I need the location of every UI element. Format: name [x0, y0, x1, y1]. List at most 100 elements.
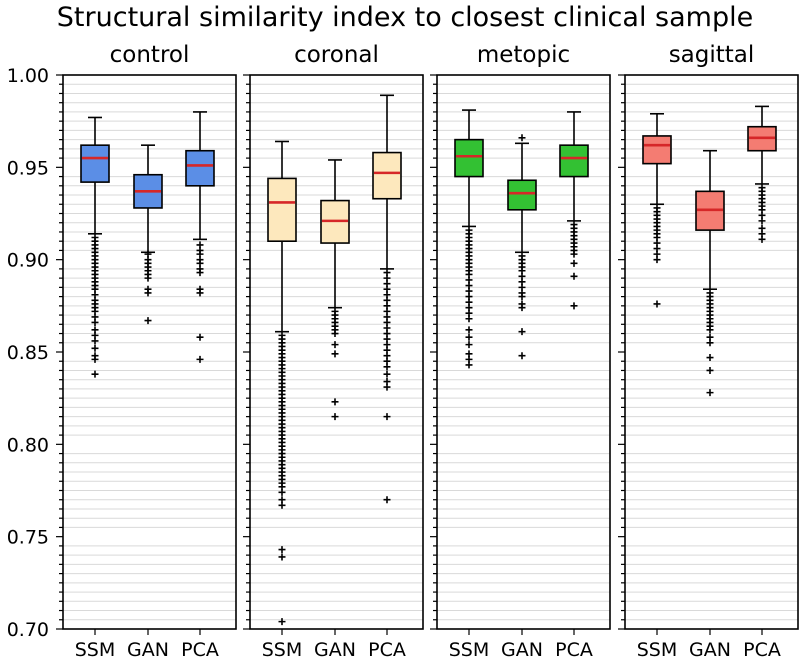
y-tick-label: 0.80	[7, 434, 49, 456]
x-tick-label: GAN	[314, 639, 356, 661]
outlier-point	[331, 398, 339, 406]
iqr-box	[507, 179, 537, 211]
y-tick-label: 1.00	[7, 65, 49, 87]
panel-title: control	[110, 42, 190, 68]
outlier-point	[91, 370, 99, 378]
box-sagittal-SSM	[642, 112, 672, 308]
outlier-point	[383, 370, 391, 378]
iqr-box	[372, 151, 402, 200]
outlier-point	[196, 289, 204, 297]
box-control-GAN	[133, 144, 163, 325]
panel-title: sagittal	[669, 42, 755, 68]
panel-coronal: coronal SSM GAN PCA	[243, 42, 424, 661]
outlier-point	[465, 333, 473, 341]
box-control-SSM	[80, 116, 110, 378]
outlier-point	[653, 300, 661, 308]
y-tick-label: 0.95	[7, 157, 49, 179]
y-tick-label: 0.90	[7, 250, 49, 272]
outlier-point	[706, 366, 714, 374]
outlier-point	[706, 354, 714, 362]
chart-title: Structural similarity index to closest c…	[57, 2, 753, 33]
outlier-point	[518, 304, 526, 312]
panels: 0.70 0.75 0.80 0.85 0.90 0.95 1.00 control SSM GA…	[7, 42, 799, 661]
box-sagittal-PCA	[747, 105, 777, 243]
iqr-box	[267, 177, 297, 242]
outlier-point	[465, 341, 473, 349]
outlier-point	[278, 488, 286, 496]
box-control-PCA	[185, 111, 215, 363]
iqr-box	[454, 138, 484, 178]
y-tick-label: 0.85	[7, 342, 49, 364]
box-coronal-GAN	[320, 159, 350, 421]
panel-frame	[62, 74, 237, 630]
outlier-point	[196, 333, 204, 341]
outlier-point	[144, 274, 152, 282]
outlier-point	[278, 546, 286, 554]
iqr-box	[80, 144, 110, 183]
panel-frame	[436, 74, 611, 630]
outlier-point	[196, 355, 204, 363]
outlier-point	[570, 272, 578, 280]
outlier-point	[570, 259, 578, 267]
outlier-point	[383, 413, 391, 421]
x-tick-label: SSM	[75, 639, 116, 661]
panel-metopic: metopic SSM GAN PCA	[430, 42, 611, 661]
outlier-point	[196, 269, 204, 277]
outlier-point	[91, 337, 99, 345]
x-tick-label: PCA	[555, 639, 593, 661]
y-tick-label: 0.75	[7, 527, 49, 549]
x-tick-label: SSM	[637, 639, 678, 661]
outlier-point	[383, 496, 391, 504]
outlier-point	[518, 134, 526, 142]
outlier-point	[278, 618, 286, 626]
box-coronal-PCA	[372, 94, 402, 504]
panel-title: coronal	[294, 42, 379, 68]
outlier-point	[91, 355, 99, 363]
x-tick-label: SSM	[449, 639, 490, 661]
outlier-point	[91, 344, 99, 352]
panel-frame	[249, 74, 424, 630]
box-coronal-SSM	[267, 140, 297, 626]
x-tick-label: GAN	[127, 639, 169, 661]
outlier-point	[331, 350, 339, 358]
box-metopic-PCA	[559, 111, 589, 310]
outlier-point	[144, 317, 152, 325]
outlier-point	[144, 289, 152, 297]
outlier-point	[91, 318, 99, 326]
outlier-point	[653, 256, 661, 264]
outlier-point	[465, 361, 473, 369]
iqr-box	[642, 135, 672, 165]
x-tick-label: GAN	[689, 639, 731, 661]
outlier-point	[518, 328, 526, 336]
iqr-box	[559, 144, 589, 178]
outlier-point	[570, 250, 578, 258]
box-metopic-SSM	[454, 109, 484, 369]
panel-sagittal: sagittal SSM GAN PCA	[618, 42, 799, 661]
outlier-point	[465, 315, 473, 323]
outlier-point	[278, 501, 286, 509]
x-tick-label: PCA	[368, 639, 406, 661]
box-sagittal-GAN	[695, 149, 725, 397]
y-tick-label: 0.70	[7, 619, 49, 641]
x-tick-label: PCA	[181, 639, 219, 661]
outlier-point	[331, 341, 339, 349]
panel-title: metopic	[477, 42, 570, 68]
x-tick-label: GAN	[501, 639, 543, 661]
x-tick-label: PCA	[743, 639, 781, 661]
panel-control: control SSM GAN PCA	[56, 42, 237, 661]
outlier-point	[758, 217, 766, 225]
outlier-point	[706, 339, 714, 347]
x-tick-label: SSM	[262, 639, 303, 661]
outlier-point	[383, 383, 391, 391]
outlier-point	[331, 413, 339, 421]
outlier-point	[706, 326, 714, 334]
box-metopic-GAN	[507, 134, 537, 360]
outlier-point	[570, 302, 578, 310]
outlier-point	[383, 363, 391, 371]
outlier-point	[278, 553, 286, 561]
outlier-point	[518, 293, 526, 301]
outlier-point	[465, 326, 473, 334]
iqr-box	[185, 149, 215, 187]
outlier-point	[706, 389, 714, 397]
